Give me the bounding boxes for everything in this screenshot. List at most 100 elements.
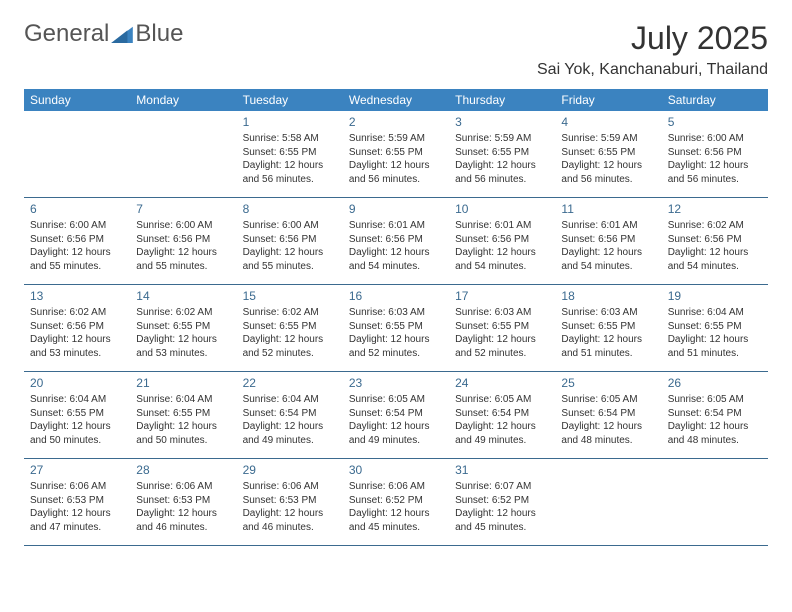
sunrise-line: Sunrise: 6:01 AM [349, 219, 443, 233]
sunset-line: Sunset: 6:56 PM [668, 233, 762, 247]
calendar-grid: SundayMondayTuesdayWednesdayThursdayFrid… [24, 89, 768, 546]
day-cell: 9 Sunrise: 6:01 AMSunset: 6:56 PMDaylight… [343, 198, 449, 284]
daylight-line: Daylight: 12 hours and 54 minutes. [668, 246, 762, 273]
sunset-line: Sunset: 6:55 PM [243, 320, 337, 334]
week-row: 20Sunrise: 6:04 AMSunset: 6:55 PMDayligh… [24, 372, 768, 459]
daylight-line: Daylight: 12 hours and 52 minutes. [455, 333, 549, 360]
sunset-line: Sunset: 6:53 PM [30, 494, 124, 508]
sunrise-line: Sunrise: 6:06 AM [243, 480, 337, 494]
day-cell: 16Sunrise: 6:03 AMSunset: 6:55 PMDayligh… [343, 285, 449, 371]
title-block: July 2025 Sai Yok, Kanchanaburi, Thailan… [537, 20, 768, 85]
day-cell: 1Sunrise: 5:58 AMSunset: 6:55 PMDaylight… [237, 111, 343, 197]
sunrise-line: Sunrise: 6:06 AM [136, 480, 230, 494]
sunrise-line: Sunrise: 6:03 AM [455, 306, 549, 320]
sunrise-line: Sunrise: 6:03 AM [561, 306, 655, 320]
daylight-line: Daylight: 12 hours and 51 minutes. [668, 333, 762, 360]
sunset-line: Sunset: 6:56 PM [30, 320, 124, 334]
sunrise-line: Sunrise: 6:06 AM [349, 480, 443, 494]
sunrise-line: Sunrise: 6:06 AM [30, 480, 124, 494]
day-number: 21 [136, 375, 230, 391]
weekday-header: Saturday [662, 89, 768, 111]
day-cell [24, 111, 130, 197]
sunset-line: Sunset: 6:55 PM [668, 320, 762, 334]
weekday-header-row: SundayMondayTuesdayWednesdayThursdayFrid… [24, 89, 768, 111]
day-cell: 6Sunrise: 6:00 AMSunset: 6:56 PMDaylight… [24, 198, 130, 284]
week-row: 27Sunrise: 6:06 AMSunset: 6:53 PMDayligh… [24, 459, 768, 546]
day-number: 2 [349, 114, 443, 130]
day-number: 5 [668, 114, 762, 130]
daylight-line: Daylight: 12 hours and 46 minutes. [243, 507, 337, 534]
daylight-line: Daylight: 12 hours and 56 minutes. [243, 159, 337, 186]
sunrise-line: Sunrise: 5:59 AM [349, 132, 443, 146]
sunrise-line: Sunrise: 6:01 AM [455, 219, 549, 233]
day-cell: 8Sunrise: 6:00 AMSunset: 6:56 PMDaylight… [237, 198, 343, 284]
sunset-line: Sunset: 6:55 PM [30, 407, 124, 421]
sunset-line: Sunset: 6:53 PM [243, 494, 337, 508]
day-number: 14 [136, 288, 230, 304]
day-cell: 15Sunrise: 6:02 AMSunset: 6:55 PMDayligh… [237, 285, 343, 371]
calendar-page: General Blue July 2025 Sai Yok, Kanchana… [0, 0, 792, 566]
week-row: 6Sunrise: 6:00 AMSunset: 6:56 PMDaylight… [24, 198, 768, 285]
sunrise-line: Sunrise: 6:01 AM [561, 219, 655, 233]
sunset-line: Sunset: 6:56 PM [349, 233, 443, 247]
weekday-header: Sunday [24, 89, 130, 111]
day-cell: 30Sunrise: 6:06 AMSunset: 6:52 PMDayligh… [343, 459, 449, 545]
day-number: 28 [136, 462, 230, 478]
day-cell: 19 Sunrise: 6:04 AMSunset: 6:55 PMDayligh… [662, 285, 768, 371]
day-cell: 4Sunrise: 5:59 AMSunset: 6:55 PMDaylight… [555, 111, 661, 197]
sunrise-line: Sunrise: 6:02 AM [668, 219, 762, 233]
day-cell: 24Sunrise: 6:05 AMSunset: 6:54 PMDayligh… [449, 372, 555, 458]
daylight-line: Daylight: 12 hours and 49 minutes. [455, 420, 549, 447]
sunset-line: Sunset: 6:55 PM [561, 320, 655, 334]
day-cell [130, 111, 236, 197]
daylight-line: Daylight: 12 hours and 47 minutes. [30, 507, 124, 534]
weekday-header: Thursday [449, 89, 555, 111]
day-number: 27 [30, 462, 124, 478]
day-cell: 17 Sunrise: 6:03 AMSunset: 6:55 PMDayligh… [449, 285, 555, 371]
sunrise-line: Sunrise: 5:59 AM [455, 132, 549, 146]
daylight-line: Daylight: 12 hours and 51 minutes. [561, 333, 655, 360]
daylight-line: Daylight: 12 hours and 53 minutes. [30, 333, 124, 360]
sunrise-line: Sunrise: 6:02 AM [243, 306, 337, 320]
daylight-line: Daylight: 12 hours and 48 minutes. [668, 420, 762, 447]
day-cell: 7Sunrise: 6:00 AMSunset: 6:56 PMDaylight… [130, 198, 236, 284]
daylight-line: Daylight: 12 hours and 50 minutes. [30, 420, 124, 447]
day-number: 23 [349, 375, 443, 391]
sunrise-line: Sunrise: 6:07 AM [455, 480, 549, 494]
sunset-line: Sunset: 6:55 PM [455, 320, 549, 334]
sunrise-line: Sunrise: 6:05 AM [668, 393, 762, 407]
day-number: 19 [668, 288, 762, 304]
page-title: July 2025 [537, 20, 768, 57]
daylight-line: Daylight: 12 hours and 52 minutes. [349, 333, 443, 360]
day-number: 9 [349, 201, 443, 217]
sunset-line: Sunset: 6:52 PM [455, 494, 549, 508]
day-number: 24 [455, 375, 549, 391]
daylight-line: Daylight: 12 hours and 55 minutes. [243, 246, 337, 273]
daylight-line: Daylight: 12 hours and 48 minutes. [561, 420, 655, 447]
day-cell: 23Sunrise: 6:05 AMSunset: 6:54 PMDayligh… [343, 372, 449, 458]
sunrise-line: Sunrise: 6:04 AM [668, 306, 762, 320]
location-subtitle: Sai Yok, Kanchanaburi, Thailand [537, 61, 768, 79]
weekday-header: Monday [130, 89, 236, 111]
day-number: 31 [455, 462, 549, 478]
sunrise-line: Sunrise: 6:00 AM [136, 219, 230, 233]
day-cell: 2Sunrise: 5:59 AMSunset: 6:55 PMDaylight… [343, 111, 449, 197]
sunset-line: Sunset: 6:56 PM [243, 233, 337, 247]
day-cell: 21Sunrise: 6:04 AMSunset: 6:55 PMDayligh… [130, 372, 236, 458]
day-cell: 29Sunrise: 6:06 AMSunset: 6:53 PMDayligh… [237, 459, 343, 545]
weeks-container: 1Sunrise: 5:58 AMSunset: 6:55 PMDaylight… [24, 111, 768, 546]
logo-triangle-icon [111, 25, 133, 43]
sunrise-line: Sunrise: 5:59 AM [561, 132, 655, 146]
daylight-line: Daylight: 12 hours and 56 minutes. [349, 159, 443, 186]
day-cell: 5Sunrise: 6:00 AMSunset: 6:56 PMDaylight… [662, 111, 768, 197]
daylight-line: Daylight: 12 hours and 45 minutes. [455, 507, 549, 534]
logo-word1: General [24, 20, 109, 48]
day-cell: 28Sunrise: 6:06 AMSunset: 6:53 PMDayligh… [130, 459, 236, 545]
day-number: 17 [455, 288, 549, 304]
daylight-line: Daylight: 12 hours and 54 minutes. [349, 246, 443, 273]
sunset-line: Sunset: 6:56 PM [455, 233, 549, 247]
sunrise-line: Sunrise: 6:00 AM [243, 219, 337, 233]
daylight-line: Daylight: 12 hours and 45 minutes. [349, 507, 443, 534]
day-cell: 11Sunrise: 6:01 AMSunset: 6:56 PMDayligh… [555, 198, 661, 284]
daylight-line: Daylight: 12 hours and 46 minutes. [136, 507, 230, 534]
